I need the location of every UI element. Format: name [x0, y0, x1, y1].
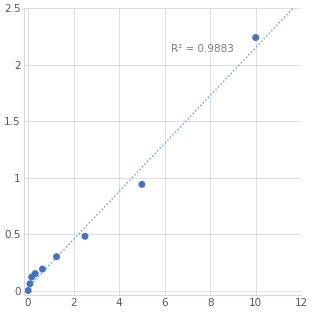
Text: R² = 0.9883: R² = 0.9883: [172, 44, 234, 54]
Point: [33, 271, 38, 276]
Point: [27, 281, 32, 286]
Point: [139, 182, 144, 187]
Point: [54, 254, 59, 259]
Point: [253, 35, 258, 40]
Point: [82, 234, 87, 239]
Point: [40, 266, 45, 271]
Point: [29, 275, 34, 280]
Point: [26, 288, 31, 293]
